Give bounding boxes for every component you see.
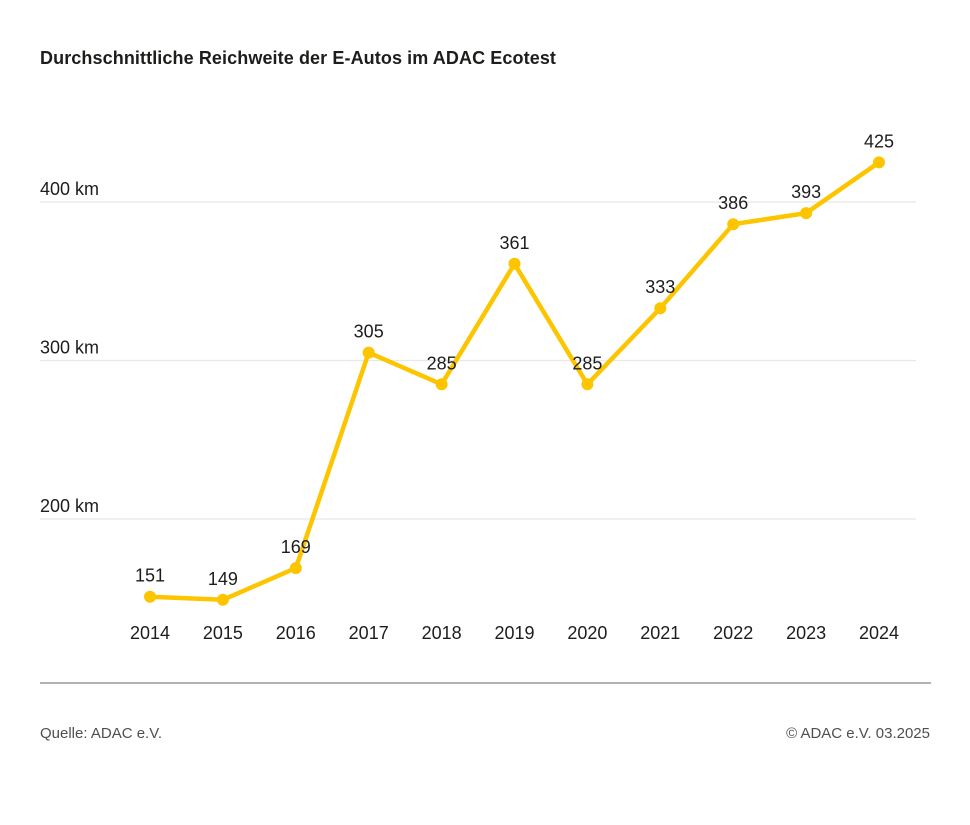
source-note: Quelle: ADAC e.V. xyxy=(40,725,163,742)
data-point-2020 xyxy=(581,378,594,391)
ytick-label-400: 400 km xyxy=(40,179,99,199)
value-label-2014: 151 xyxy=(135,566,165,586)
value-label-2023: 393 xyxy=(791,182,821,202)
xtick-label-2024: 2024 xyxy=(859,623,899,643)
value-label-2018: 285 xyxy=(427,353,457,373)
xtick-label-2020: 2020 xyxy=(567,623,607,643)
data-point-2023 xyxy=(800,207,813,220)
line-chart: 200 km 300 km 400 km 151 149 169 305 285 361 285 3… xyxy=(40,131,916,643)
xtick-label-2023: 2023 xyxy=(786,623,826,643)
data-point-2024 xyxy=(873,156,885,169)
xtick-label-2019: 2019 xyxy=(494,623,534,643)
value-label-2021: 333 xyxy=(645,277,675,297)
ytick-label-200: 200 km xyxy=(40,496,99,516)
xtick-label-2015: 2015 xyxy=(203,623,243,643)
value-label-2016: 169 xyxy=(281,537,311,557)
chart-title: Durchschnittliche Reichweite der E-Autos… xyxy=(40,48,557,68)
value-label-2019: 361 xyxy=(499,233,529,253)
range-line-series xyxy=(147,160,882,603)
xtick-label-2018: 2018 xyxy=(422,623,462,643)
data-point-2016 xyxy=(289,562,302,575)
copyright-note: © ADAC e.V. 03.2025 xyxy=(786,725,930,742)
value-label-2024: 425 xyxy=(864,131,894,151)
data-point-2014 xyxy=(144,590,156,603)
xtick-label-2021: 2021 xyxy=(640,623,680,643)
value-label-2017: 305 xyxy=(354,322,384,342)
xtick-label-2016: 2016 xyxy=(276,623,316,643)
data-point-2017 xyxy=(362,346,375,359)
xtick-label-2014: 2014 xyxy=(130,623,170,643)
value-label-2015: 149 xyxy=(208,569,238,589)
data-point-2019 xyxy=(508,257,521,270)
data-point-2015 xyxy=(216,593,229,606)
value-label-2022: 386 xyxy=(718,193,748,213)
xtick-label-2022: 2022 xyxy=(713,623,753,643)
footer-divider xyxy=(40,682,931,684)
data-point-2022 xyxy=(727,218,740,231)
value-label-2020: 285 xyxy=(572,353,602,373)
ytick-label-300: 300 km xyxy=(40,338,99,358)
data-point-2021 xyxy=(654,302,667,315)
data-point-2018 xyxy=(435,378,448,391)
xtick-label-2017: 2017 xyxy=(349,623,389,643)
